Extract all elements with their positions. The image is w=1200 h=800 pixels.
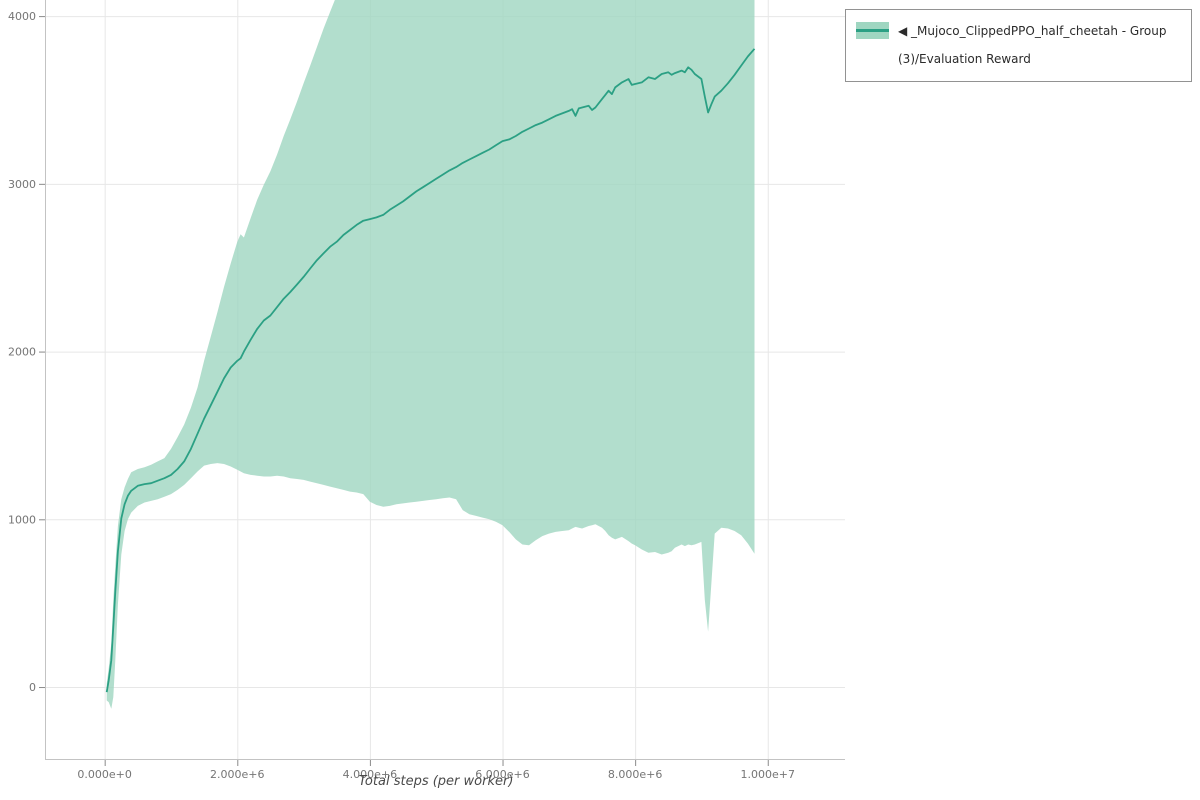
- legend[interactable]: ◀ _Mujoco_ClippedPPO_half_cheetah - Grou…: [845, 9, 1192, 83]
- legend-label: ◀ _Mujoco_ClippedPPO_half_cheetah - Grou…: [898, 24, 1167, 66]
- x-tick-label: 6.000e+6: [475, 768, 529, 781]
- legend-item[interactable]: ◀ _Mujoco_ClippedPPO_half_cheetah - Grou…: [856, 18, 1181, 73]
- mean-line: [105, 48, 756, 693]
- y-tick-label: 1000: [8, 513, 36, 526]
- y-tick-label: 0: [29, 681, 36, 694]
- y-tick-label: 2000: [8, 346, 36, 359]
- x-axis-label: Total steps (per worker): [358, 774, 514, 789]
- y-tick-label: 4000: [8, 10, 36, 23]
- y-tick-label: 3000: [8, 178, 36, 191]
- x-tick-label: 1.000e+7: [741, 768, 795, 781]
- x-tick-label: 8.000e+6: [608, 768, 662, 781]
- confidence-band: [106, 0, 755, 709]
- x-tick-label: 4.000e+6: [343, 768, 397, 781]
- legend-swatch-line-icon: [856, 29, 889, 32]
- legend-swatch: [856, 22, 889, 39]
- x-tick-label: 2.000e+6: [210, 768, 264, 781]
- x-tick-label: 0.000e+0: [77, 768, 131, 781]
